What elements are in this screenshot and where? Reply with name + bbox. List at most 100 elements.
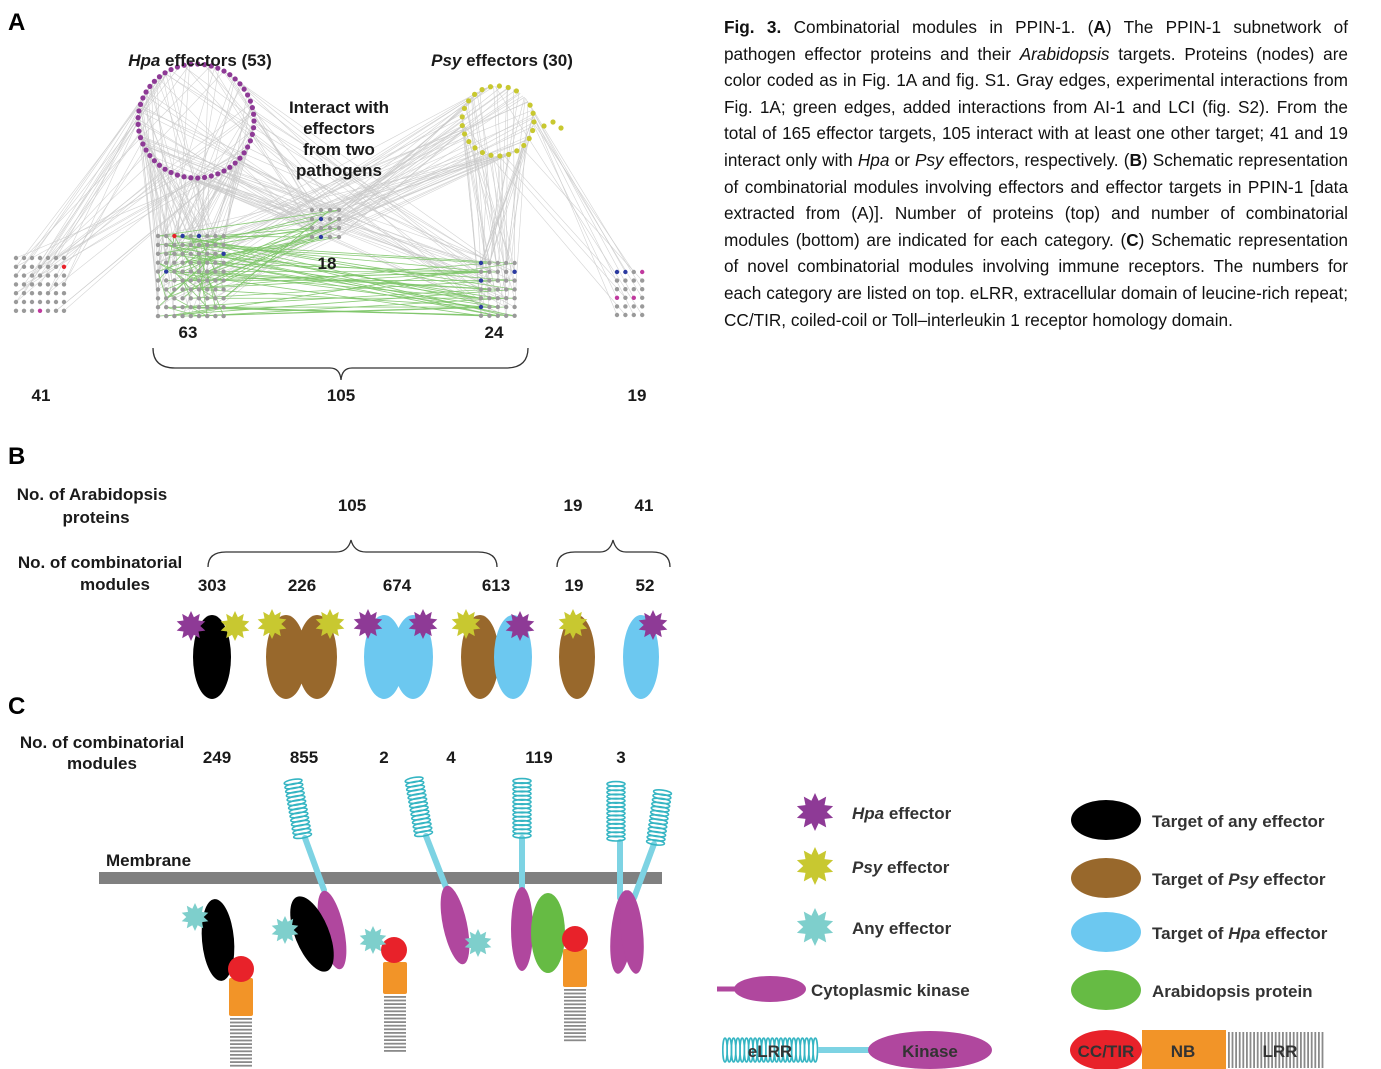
c-module-1 [201,899,254,1016]
legend-target-psy: Target of Psy effector [1152,870,1326,889]
c-module-count-2: 2 [379,748,388,767]
effector-psy-icon [451,609,481,639]
effector-hpa-icon [353,609,383,639]
legend-target-any: Target of any effector [1152,812,1325,831]
any-effector-icon [181,903,209,931]
legend-cctir-label: CC/TIR [1078,1042,1135,1061]
legend-psy-effector: Psy effector [852,858,950,877]
c-module-count-855: 855 [290,748,318,767]
c-module-4 [440,885,470,965]
legend-any-star-icon [796,908,834,946]
target-node-grids [13,207,645,319]
psy-effectors-title: Psy effectors (30) [431,51,573,70]
effector-hpa-icon [408,609,438,639]
effector-psy-icon [257,609,287,639]
module-psy-hpa [461,615,532,699]
module-hpa-only [623,615,659,699]
effector-psy-icon [220,611,250,641]
panel-label-a: A [8,9,25,36]
lrr-stacks [230,989,586,1067]
legend-kinase-icon [717,976,806,1002]
c-module-3 [381,937,407,994]
any-effector-icon [464,929,492,957]
svg-text:from two: from two [303,140,375,159]
hpa-effectors-title: Hpa effectors (53) [128,51,272,70]
c-module-6 [610,890,644,974]
b-module-count-52: 52 [636,576,655,595]
any-effector-icon [359,926,387,954]
brace-105 [152,347,529,381]
module-psy-only [559,615,595,699]
hpa-effector-ring [135,61,257,181]
legend-nlr-icon [1070,1030,1324,1069]
legend-hpa-effector: Hpa effector [852,804,952,823]
legend-kinase-label: Kinase [902,1042,958,1061]
membrane-bar [99,872,662,884]
b-count-19: 19 [564,496,583,515]
b-module-count-674: 674 [383,576,412,595]
effector-psy-icon [315,609,345,639]
legend-cytoplasmic-kinase: Cytoplasmic kinase [811,981,970,1000]
effector-hpa-icon [638,610,668,640]
svg-text:No. of Arabidopsis: No. of Arabidopsis [17,485,168,504]
legend-any-effector: Any effector [852,919,952,938]
legend-target-hpa: Target of Hpa effector [1152,924,1328,943]
svg-text:modules: modules [80,575,150,594]
receptor-stalks [302,833,657,901]
b-module-count-226: 226 [288,576,316,595]
b-module-count-19: 19 [565,576,584,595]
svg-text:modules: modules [67,754,137,773]
caption-fig-label: Fig. 3. [724,17,782,37]
effector-hpa-icon [176,611,206,641]
b-module-count-613: 613 [482,576,510,595]
arabidopsis-proteins-label: No. of Arabidopsis proteins [17,485,168,527]
count-41: 41 [32,386,51,405]
legend-target-swatches [1071,800,1141,1010]
svg-text:effectors: effectors [303,119,375,138]
legend-effector-icons [796,793,834,946]
count-19: 19 [628,386,647,405]
count-18: 18 [318,254,337,273]
legend-nb-label: NB [1171,1042,1196,1061]
legend-lrr-label: LRR [1263,1042,1298,1061]
c-module-5 [511,887,588,987]
svg-text:No. of combinatorial: No. of combinatorial [18,553,182,572]
psy-effector-ring [459,83,564,159]
any-effector-icon [271,916,299,944]
combinatorial-modules-label-c: No. of combinatorial modules [20,733,184,773]
panel-b-effectors [176,609,668,641]
c-module-count-4: 4 [446,748,456,767]
b-module-count-303: 303 [198,576,226,595]
count-63: 63 [179,323,198,342]
combinatorial-modules-label-b: No. of combinatorial modules [18,553,182,594]
c-module-count-3: 3 [616,748,625,767]
module-psy-psy [266,615,337,699]
b-count-41: 41 [635,496,654,515]
legend-receptor-kinase-icon [721,1031,992,1069]
legend-hpa-star-icon [796,793,834,831]
svg-text:Interact with: Interact with [289,98,389,117]
legend-elrr-label: eLRR [748,1042,792,1061]
elrr-coils [283,776,673,846]
panel-label-b: B [8,443,25,470]
svg-text:proteins: proteins [62,508,129,527]
effector-psy-icon [558,609,588,639]
green-edges [157,209,515,317]
svg-text:No. of combinatorial: No. of combinatorial [20,733,184,752]
b-count-105: 105 [338,496,366,515]
effector-hpa-icon [505,611,535,641]
brace-b-19-41 [556,539,671,568]
module-target-any [193,615,231,699]
figure-caption: Fig. 3. Combinatorial modules in PPIN-1.… [724,17,1348,330]
brace-b-105 [207,539,498,568]
panel-c-effectors [181,903,492,957]
legend-psy-star-icon [796,847,834,885]
c-module-count-249: 249 [203,748,231,767]
panel-label-c: C [8,693,25,720]
legend-arabidopsis-protein: Arabidopsis protein [1152,982,1313,1001]
svg-text:pathogens: pathogens [296,161,382,180]
c-module-2 [290,890,347,972]
membrane-label: Membrane [106,851,191,870]
count-105: 105 [327,386,355,405]
